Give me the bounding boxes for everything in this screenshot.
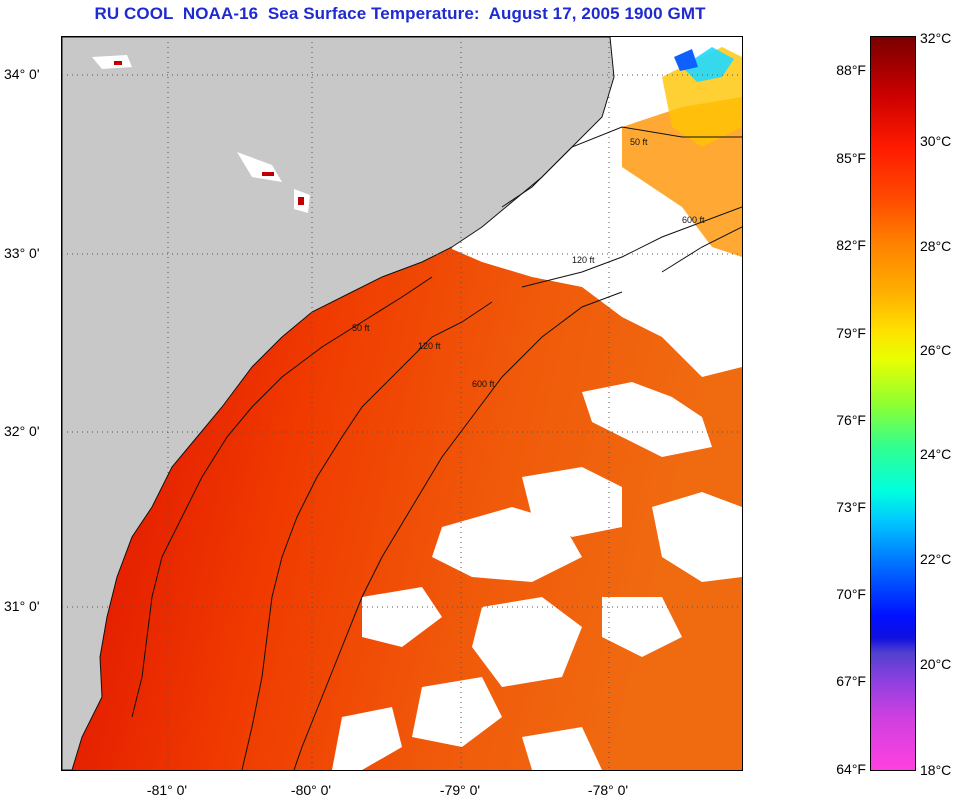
colorbar-c-28: 28°C	[920, 238, 952, 254]
colorbar-c-30: 30°C	[920, 133, 952, 149]
isobath-50ft	[131, 126, 742, 718]
colorbar-f-73: 73°F	[836, 499, 866, 515]
isobath-label-120b: 120 ft	[418, 341, 441, 351]
isobath-label-50b: 50 ft	[352, 323, 370, 333]
colorbar-f-88: 88°F	[836, 62, 866, 78]
map-title: RU COOL NOAA-16 Sea Surface Temperature:…	[94, 4, 706, 23]
isobath-contours	[131, 126, 742, 770]
colorbar-c-24: 24°C	[920, 446, 952, 462]
colorbar-c-20: 20°C	[920, 656, 952, 672]
isobath-120ft	[241, 206, 742, 770]
lat-label-34: 34° 0'	[4, 66, 40, 82]
colorbar-f-64: 64°F	[836, 761, 866, 777]
colorbar-f-76: 76°F	[836, 412, 866, 428]
land-warm-specks	[114, 61, 304, 205]
isobath-label-50: 50 ft	[630, 137, 648, 147]
colorbar-c-32: 32°C	[920, 30, 952, 46]
colorbar-f-70: 70°F	[836, 586, 866, 602]
colorbar-f-82: 82°F	[836, 237, 866, 253]
lon-label-81: -81° 0'	[146, 782, 188, 798]
lon-label-80: -80° 0'	[290, 782, 332, 798]
colorbar-c-18: 18°C	[920, 762, 952, 778]
isobath-label-120: 120 ft	[572, 255, 595, 265]
lon-label-78: -78° 0'	[587, 782, 629, 798]
graticule	[62, 37, 742, 770]
colorbar-f-67: 67°F	[836, 673, 866, 689]
lon-label-79: -79° 0'	[439, 782, 481, 798]
lat-label-33: 33° 0'	[4, 245, 40, 261]
sst-map[interactable]: 50 ft 50 ft 120 ft 120 ft 600 ft 600 ft	[61, 36, 743, 771]
isobath-600ft	[293, 226, 742, 770]
cyan-patch	[682, 47, 734, 82]
colorbar-c-26: 26°C	[920, 342, 952, 358]
blue-patch	[674, 49, 698, 71]
lat-label-31: 31° 0'	[4, 598, 40, 614]
colorbar-f-85: 85°F	[836, 150, 866, 166]
temperature-colorbar	[870, 36, 916, 771]
cloud-patches	[332, 382, 742, 770]
lat-label-32: 32° 0'	[4, 423, 40, 439]
sst-map-canvas: 50 ft 50 ft 120 ft 120 ft 600 ft 600 ft	[62, 37, 742, 770]
isobath-labels: 50 ft 50 ft 120 ft 120 ft 600 ft 600 ft	[352, 137, 705, 389]
isobath-label-600b: 600 ft	[472, 379, 495, 389]
colorbar-c-22: 22°C	[920, 551, 952, 567]
isobath-label-600: 600 ft	[682, 215, 705, 225]
colorbar-f-79: 79°F	[836, 325, 866, 341]
